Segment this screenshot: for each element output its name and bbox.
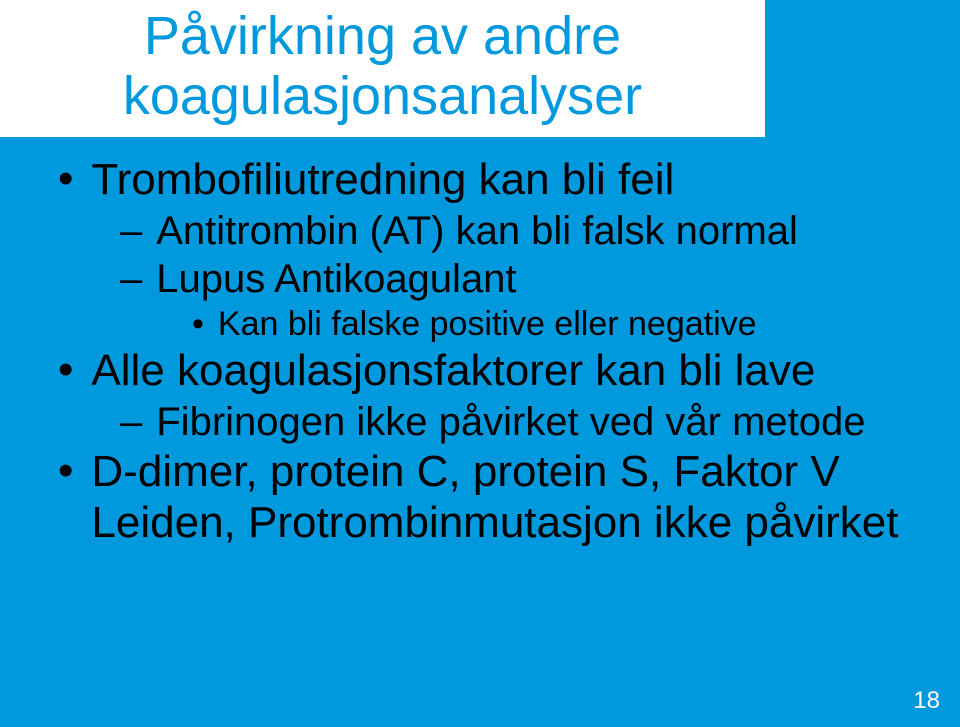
- title-box: Påvirkning av andre koagulasjonsanalyser: [0, 0, 765, 137]
- bullet-item: • Kan bli falske positive eller negative: [30, 304, 930, 345]
- bullet-marker: –: [120, 208, 142, 254]
- bullet-item: • Trombofiliutredning kan bli feil: [30, 155, 930, 206]
- bullet-item: – Antitrombin (AT) kan bli falsk normal: [30, 208, 930, 254]
- bullet-marker: •: [58, 155, 73, 203]
- bullet-marker: –: [120, 256, 142, 302]
- bullet-text: Trombofiliutredning kan bli feil: [91, 155, 674, 206]
- bullet-marker: –: [120, 399, 142, 445]
- bullet-item: – Lupus Antikoagulant: [30, 256, 930, 302]
- bullet-item: – Fibrinogen ikke påvirket ved vår metod…: [30, 399, 930, 445]
- bullet-text: Kan bli falske positive eller negative: [218, 304, 757, 345]
- title-line-1: Påvirkning av andre: [40, 6, 725, 66]
- bullet-item: • Alle koagulasjonsfaktorer kan bli lave: [30, 346, 930, 397]
- page-number: 18: [913, 687, 940, 715]
- bullet-text: Alle koagulasjonsfaktorer kan bli lave: [91, 346, 815, 397]
- bullet-text: Fibrinogen ikke påvirket ved vår metode: [156, 399, 865, 445]
- bullet-text: Antitrombin (AT) kan bli falsk normal: [156, 208, 798, 254]
- bullet-marker: •: [58, 447, 73, 495]
- bullet-text: D-dimer, protein C, protein S, Faktor V …: [91, 447, 930, 548]
- title-line-2: koagulasjonsanalyser: [40, 66, 725, 126]
- bullet-marker: •: [58, 346, 73, 394]
- bullet-marker: •: [192, 304, 204, 345]
- bullet-text: Lupus Antikoagulant: [156, 256, 516, 302]
- bullet-item: • D-dimer, protein C, protein S, Faktor …: [30, 447, 930, 548]
- slide-content: • Trombofiliutredning kan bli feil – Ant…: [0, 137, 960, 548]
